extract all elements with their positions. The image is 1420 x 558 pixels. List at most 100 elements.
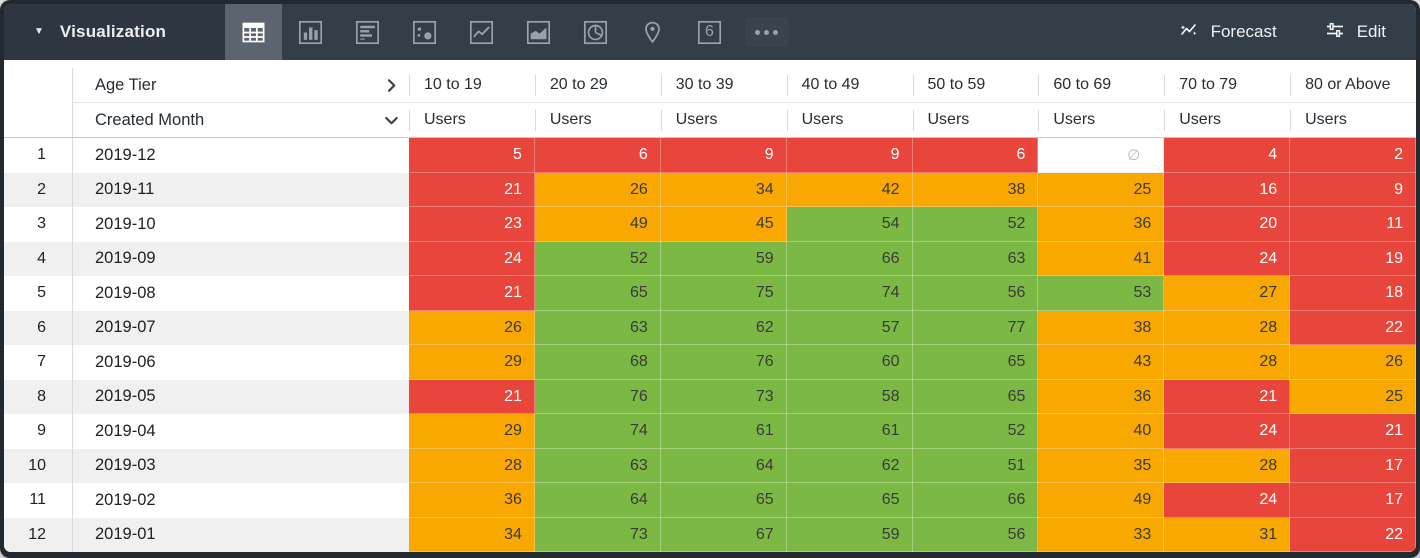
value-cell[interactable]: 11 bbox=[1290, 207, 1416, 242]
value-cell[interactable]: 66 bbox=[786, 241, 913, 276]
value-cell[interactable]: 63 bbox=[912, 241, 1039, 276]
viz-tab-pie-chart[interactable] bbox=[567, 4, 624, 60]
month-cell[interactable]: 2019-06 bbox=[72, 345, 409, 380]
value-cell[interactable]: 16 bbox=[1164, 172, 1291, 207]
viz-tab-bar-chart[interactable] bbox=[282, 4, 339, 60]
pivot-value-header[interactable]: 10 to 19 bbox=[409, 68, 535, 103]
value-cell[interactable]: 9 bbox=[1290, 172, 1416, 207]
value-cell[interactable]: 74 bbox=[786, 276, 913, 311]
value-cell[interactable]: 51 bbox=[912, 448, 1039, 483]
viz-tab-line-chart[interactable] bbox=[453, 4, 510, 60]
measure-label-header[interactable]: Users bbox=[912, 103, 1039, 137]
edit-button[interactable]: Edit bbox=[1323, 18, 1386, 47]
value-cell[interactable]: 41 bbox=[1038, 241, 1165, 276]
value-cell[interactable]: 36 bbox=[1038, 207, 1165, 242]
value-cell[interactable]: 65 bbox=[534, 276, 661, 311]
value-cell[interactable]: 54 bbox=[786, 207, 913, 242]
viz-tab-single-value[interactable]: 6 bbox=[681, 4, 738, 60]
value-cell[interactable]: 28 bbox=[1164, 448, 1291, 483]
value-cell[interactable]: 65 bbox=[786, 483, 913, 518]
pivot-field-header[interactable]: Age Tier bbox=[72, 68, 409, 103]
value-cell[interactable]: 36 bbox=[1038, 379, 1165, 414]
month-cell[interactable]: 2019-03 bbox=[72, 448, 409, 483]
value-cell[interactable]: 49 bbox=[534, 207, 661, 242]
value-cell[interactable]: 61 bbox=[660, 414, 787, 449]
value-cell[interactable]: 53 bbox=[1038, 276, 1165, 311]
value-cell[interactable]: 21 bbox=[1164, 379, 1291, 414]
month-cell[interactable]: 2019-04 bbox=[72, 414, 409, 449]
value-cell[interactable]: 73 bbox=[660, 379, 787, 414]
viz-tab-more-options[interactable] bbox=[738, 4, 795, 60]
value-cell[interactable]: 60 bbox=[786, 345, 913, 380]
value-cell[interactable]: 35 bbox=[1038, 448, 1165, 483]
value-cell[interactable]: 77 bbox=[912, 310, 1039, 345]
value-cell[interactable]: 42 bbox=[786, 172, 913, 207]
value-cell[interactable]: 68 bbox=[534, 345, 661, 380]
pivot-value-header[interactable]: 20 to 29 bbox=[534, 68, 661, 103]
value-cell[interactable]: 27 bbox=[1164, 276, 1291, 311]
value-cell[interactable]: 33 bbox=[1038, 517, 1165, 552]
measure-label-header[interactable]: Users bbox=[1038, 103, 1164, 137]
forecast-button[interactable]: Forecast bbox=[1177, 18, 1277, 47]
value-cell[interactable]: 22 bbox=[1290, 310, 1416, 345]
value-cell[interactable]: 52 bbox=[912, 207, 1039, 242]
value-cell[interactable]: 26 bbox=[534, 172, 661, 207]
value-cell[interactable]: 59 bbox=[660, 241, 787, 276]
pivot-value-header[interactable]: 80 or Above bbox=[1290, 68, 1416, 103]
value-cell[interactable]: 2 bbox=[1290, 138, 1416, 173]
pivot-value-header[interactable]: 60 to 69 bbox=[1038, 68, 1165, 103]
value-cell[interactable]: 74 bbox=[534, 414, 661, 449]
value-cell[interactable]: 59 bbox=[786, 517, 913, 552]
value-cell[interactable]: 22 bbox=[1290, 517, 1416, 552]
measure-label-header[interactable]: Users bbox=[786, 103, 913, 137]
value-cell[interactable]: 52 bbox=[534, 241, 661, 276]
viz-tab-row-chart[interactable] bbox=[339, 4, 396, 60]
value-cell[interactable]: 38 bbox=[912, 172, 1039, 207]
visualization-panel-header[interactable]: ▼ Visualization bbox=[4, 4, 225, 60]
value-cell[interactable]: 65 bbox=[912, 379, 1039, 414]
pivot-value-header[interactable]: 40 to 49 bbox=[786, 68, 913, 103]
value-cell[interactable]: 31 bbox=[1164, 517, 1291, 552]
value-cell[interactable]: 62 bbox=[786, 448, 913, 483]
value-cell[interactable]: 61 bbox=[786, 414, 913, 449]
viz-tab-area-chart[interactable] bbox=[510, 4, 567, 60]
value-cell[interactable]: 38 bbox=[1038, 310, 1165, 345]
value-cell[interactable]: 76 bbox=[660, 345, 787, 380]
value-cell[interactable]: 25 bbox=[1290, 379, 1416, 414]
value-cell[interactable]: 21 bbox=[409, 276, 535, 311]
value-cell[interactable]: 62 bbox=[660, 310, 787, 345]
value-cell[interactable]: 18 bbox=[1290, 276, 1416, 311]
value-cell[interactable]: 17 bbox=[1290, 448, 1416, 483]
value-cell[interactable]: 21 bbox=[409, 379, 535, 414]
month-cell[interactable]: 2019-02 bbox=[72, 483, 409, 518]
value-cell[interactable]: 17 bbox=[1290, 483, 1416, 518]
value-cell[interactable]: 63 bbox=[534, 310, 661, 345]
value-cell[interactable]: 43 bbox=[1038, 345, 1165, 380]
value-cell[interactable]: 24 bbox=[409, 241, 535, 276]
value-cell[interactable]: 56 bbox=[912, 276, 1039, 311]
measure-label-header[interactable]: Users bbox=[1164, 103, 1290, 137]
value-cell[interactable]: 36 bbox=[409, 483, 535, 518]
value-cell[interactable]: 25 bbox=[1038, 172, 1165, 207]
null-value-cell[interactable]: ∅ bbox=[1038, 138, 1165, 173]
value-cell[interactable]: 57 bbox=[786, 310, 913, 345]
value-cell[interactable]: 58 bbox=[786, 379, 913, 414]
value-cell[interactable]: 4 bbox=[1164, 138, 1291, 173]
viz-tab-scatter-plot[interactable] bbox=[396, 4, 453, 60]
pivot-value-header[interactable]: 30 to 39 bbox=[660, 68, 787, 103]
value-cell[interactable]: 65 bbox=[912, 345, 1039, 380]
value-cell[interactable]: 20 bbox=[1164, 207, 1291, 242]
measure-label-header[interactable]: Users bbox=[409, 103, 535, 137]
value-cell[interactable]: 64 bbox=[660, 448, 787, 483]
month-cell[interactable]: 2019-08 bbox=[72, 276, 409, 311]
value-cell[interactable]: 23 bbox=[409, 207, 535, 242]
chevron-down-icon[interactable] bbox=[384, 113, 399, 128]
value-cell[interactable]: 67 bbox=[660, 517, 787, 552]
pivot-value-header[interactable]: 50 to 59 bbox=[912, 68, 1039, 103]
value-cell[interactable]: 34 bbox=[409, 517, 535, 552]
value-cell[interactable]: 28 bbox=[409, 448, 535, 483]
value-cell[interactable]: 52 bbox=[912, 414, 1039, 449]
value-cell[interactable]: 24 bbox=[1164, 414, 1291, 449]
measure-label-header[interactable]: Users bbox=[534, 103, 661, 137]
month-cell[interactable]: 2019-11 bbox=[72, 172, 409, 207]
